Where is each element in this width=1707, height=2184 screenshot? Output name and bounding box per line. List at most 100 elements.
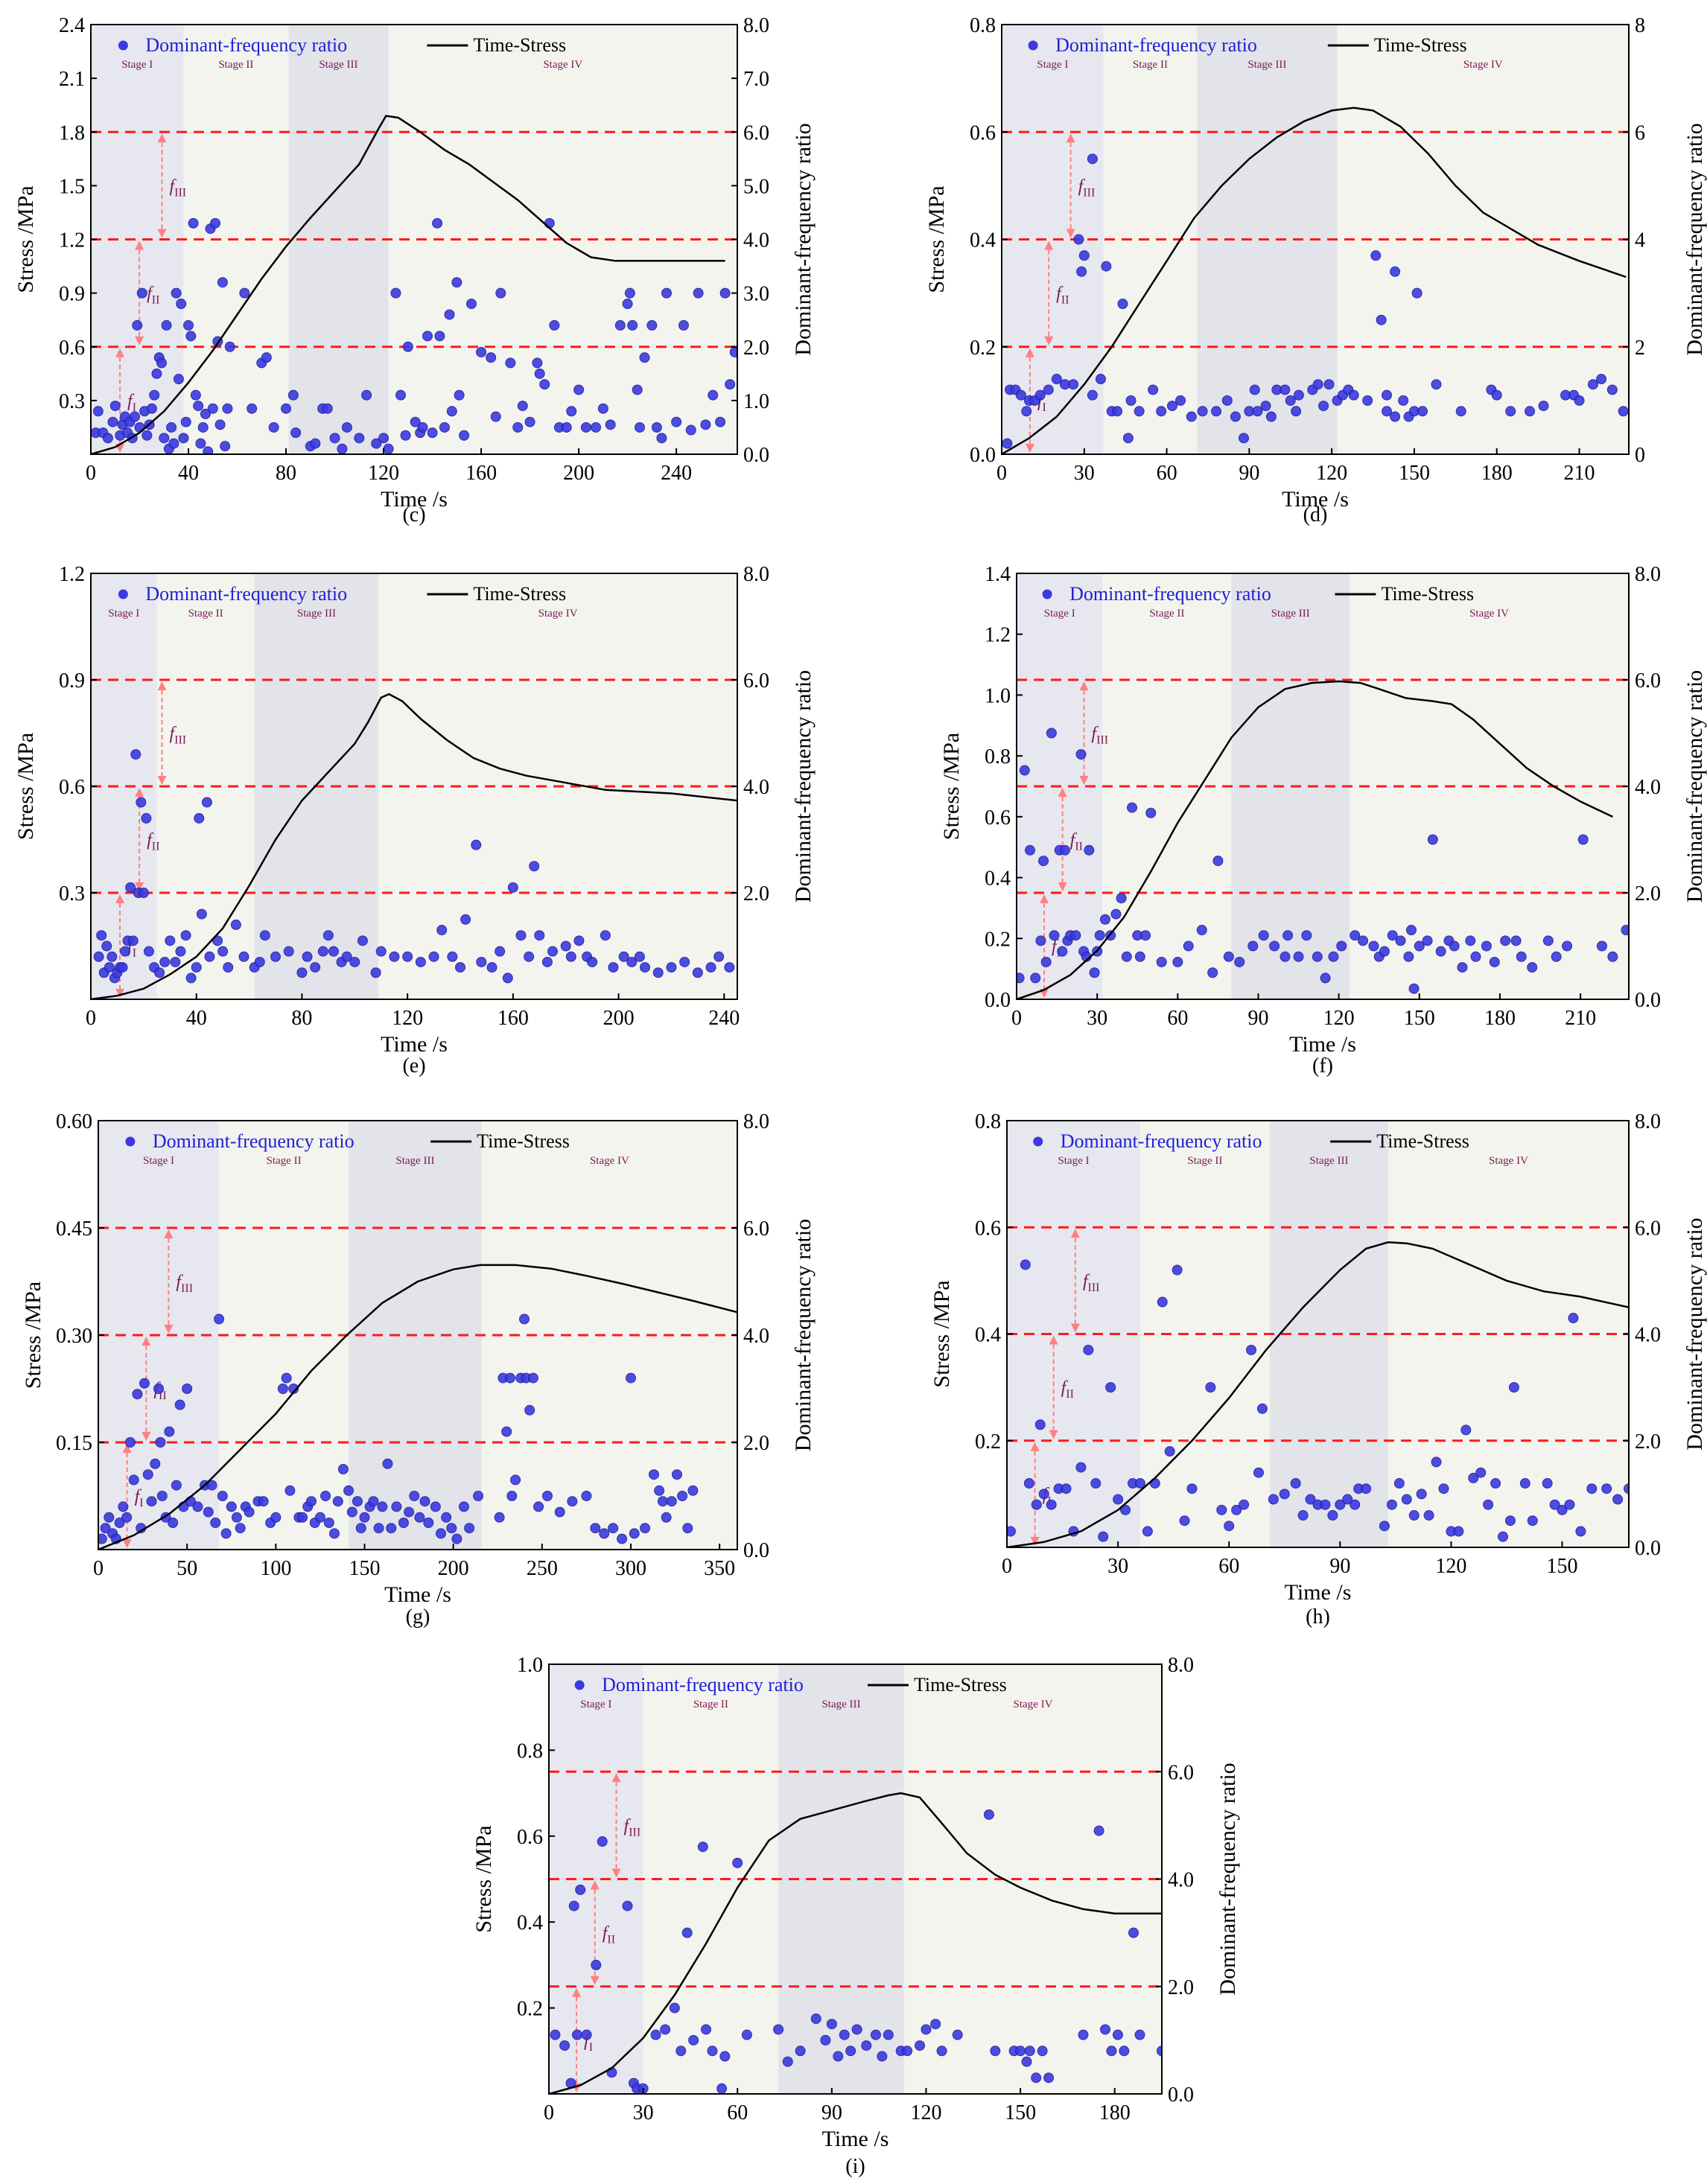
- y-tick-label: 0.8: [985, 745, 1011, 768]
- stage-label: Stage I: [108, 608, 139, 620]
- ratio-point: [1049, 930, 1060, 941]
- stress-curve-line: [1017, 680, 1613, 999]
- ratio-point: [657, 1496, 668, 1507]
- ratio-point: [839, 2029, 850, 2040]
- legend-line-label: Time-Stress: [477, 1130, 570, 1152]
- ratio-point: [1172, 1264, 1183, 1276]
- band-arrow-head: [157, 776, 167, 785]
- ratio-point: [494, 1512, 505, 1523]
- stage-label: Stage II: [1133, 59, 1168, 71]
- ratio-point: [524, 1404, 535, 1416]
- band-label-letter: f: [147, 284, 154, 304]
- ratio-point: [195, 438, 206, 449]
- band-arrow-head: [590, 1880, 600, 1890]
- ratio-point: [1089, 967, 1100, 978]
- legend-line-label: Time-Stress: [1376, 1130, 1469, 1152]
- band-label: fII: [1056, 284, 1069, 307]
- x-axis-title: Time /s: [822, 2127, 889, 2151]
- ratio-point: [1112, 2029, 1123, 2040]
- y2-tick-label: 4.0: [1168, 1869, 1194, 1892]
- ratio-point: [226, 1501, 237, 1512]
- ratio-point: [1408, 1510, 1420, 1521]
- ratio-point: [1606, 384, 1618, 395]
- band-arrow-head: [1058, 882, 1067, 891]
- ratio-point: [1280, 951, 1291, 962]
- ratio-point: [1260, 401, 1271, 412]
- ratio-point: [952, 2029, 963, 2040]
- ratio-point: [197, 421, 209, 433]
- ratio-point: [1216, 1504, 1227, 1515]
- legend-scatter-label: Dominant-frequency ratio: [1069, 583, 1271, 605]
- ratio-point: [329, 433, 340, 444]
- ratio-point: [125, 882, 136, 893]
- ratio-point: [1305, 1494, 1316, 1505]
- ratio-point: [171, 287, 182, 299]
- ratio-point: [1621, 925, 1629, 936]
- x-tick-label: 120: [392, 1007, 423, 1030]
- band-arrow-head: [1079, 681, 1089, 690]
- ratio-point: [171, 1480, 182, 1491]
- ratio-point: [1212, 856, 1224, 867]
- band-label: fI: [584, 2031, 593, 2054]
- ratio-point: [1587, 379, 1598, 390]
- ratio-point: [460, 914, 471, 925]
- legend-line-label: Time-Stress: [914, 1674, 1007, 1696]
- y2-tick-label: 8.0: [743, 1110, 769, 1133]
- ratio-point: [1120, 1504, 1131, 1515]
- ratio-point: [1320, 972, 1331, 984]
- x-tick-label: 100: [260, 1557, 291, 1580]
- ratio-point: [1562, 940, 1573, 952]
- ratio-point: [1574, 395, 1585, 406]
- ratio-point: [1416, 1489, 1427, 1500]
- y-tick-label: 0.6: [970, 121, 996, 144]
- y-tick-label: 2.4: [59, 14, 85, 37]
- ratio-point: [1527, 962, 1538, 973]
- ratio-point: [92, 406, 104, 417]
- y-tick-label: 0.6: [59, 337, 85, 360]
- ratio-point: [427, 427, 438, 439]
- ratio-point: [622, 299, 633, 310]
- ratio-point: [902, 2045, 913, 2057]
- ratio-point: [136, 797, 147, 808]
- ratio-point: [1470, 951, 1481, 962]
- ratio-point: [713, 951, 725, 962]
- ratio-point: [139, 1378, 150, 1389]
- ratio-point: [270, 951, 281, 962]
- ratio-point: [432, 217, 443, 229]
- y2-tick-label: 8.0: [743, 14, 769, 37]
- ratio-point: [1335, 1499, 1346, 1510]
- ratio-point: [590, 1523, 601, 1534]
- ratio-point: [1252, 406, 1263, 417]
- x-tick-label: 50: [177, 1557, 197, 1580]
- ratio-point: [1423, 1510, 1434, 1521]
- stage-label: Stage III: [1247, 59, 1286, 71]
- ratio-point: [436, 925, 448, 936]
- x-tick-label: 30: [633, 2101, 654, 2124]
- ratio-point: [120, 946, 131, 957]
- ratio-point: [109, 401, 121, 412]
- ratio-point: [143, 946, 154, 957]
- legend-scatter-label: Dominant-frequency ratio: [1061, 1130, 1262, 1152]
- band-arrow-head: [1044, 241, 1054, 250]
- ratio-point: [446, 406, 457, 417]
- ratio-point: [527, 1372, 538, 1384]
- band-label-subscript: II: [159, 1389, 167, 1402]
- ratio-point: [341, 951, 352, 962]
- ratio-point: [651, 421, 662, 433]
- ratio-point: [1279, 1489, 1290, 1500]
- ratio-point: [510, 1474, 521, 1486]
- ratio-point: [230, 919, 241, 930]
- ratio-point: [188, 217, 199, 229]
- y2-tick-label: 0.0: [1168, 2083, 1194, 2107]
- ratio-point: [357, 935, 368, 946]
- ratio-point: [1390, 266, 1401, 277]
- ratio-point: [203, 446, 214, 454]
- ratio-point: [1100, 2024, 1111, 2035]
- ratio-point: [1508, 1382, 1519, 1393]
- ratio-point: [640, 1523, 651, 1534]
- ratio-point: [1157, 2045, 1162, 2057]
- band-label-letter: f: [135, 1487, 142, 1506]
- stage-label: Stage III: [821, 1699, 860, 1710]
